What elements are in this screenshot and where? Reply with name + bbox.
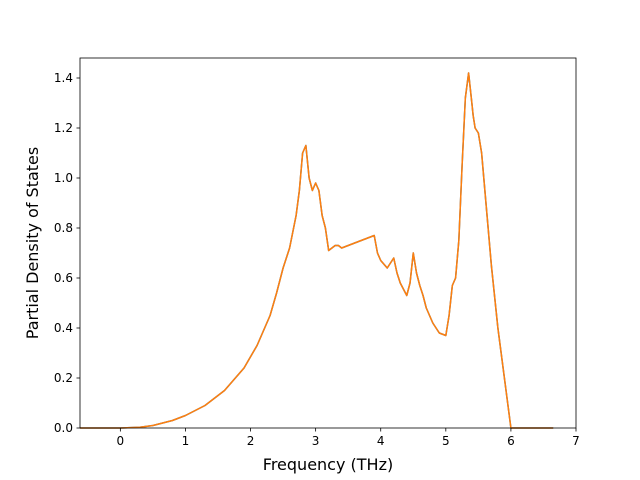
y-tick-label: 1.0 — [54, 171, 73, 185]
y-tick-label: 0.0 — [54, 421, 73, 435]
x-tick-label: 4 — [377, 434, 385, 448]
y-axis-title: Partial Density of States — [23, 147, 42, 339]
x-tick-label: 2 — [247, 434, 255, 448]
series-line-2 — [80, 72, 554, 429]
x-axis-title: Frequency (THz) — [263, 455, 393, 474]
x-tick-label: 7 — [572, 434, 580, 448]
x-tick-label: 5 — [442, 434, 450, 448]
y-tick-label: 1.2 — [54, 121, 73, 135]
plot-area: 0 1 2 3 4 5 6 7 0.0 0.2 0.4 0.6 0.8 1.0 1.2 1.4 — [54, 57, 580, 448]
x-tick-label: 1 — [182, 434, 190, 448]
y-tick-label: 0.8 — [54, 221, 73, 235]
series-lines — [80, 72, 554, 429]
y-tick-label: 0.2 — [54, 371, 73, 385]
y-tick-label: 0.6 — [54, 271, 73, 285]
x-tick-label: 0 — [117, 434, 125, 448]
x-tick-label: 3 — [312, 434, 320, 448]
y-tick-label: 0.4 — [54, 321, 73, 335]
x-tick-label: 6 — [507, 434, 515, 448]
y-tick-label: 1.4 — [54, 71, 73, 85]
y-axis-ticks: 0.0 0.2 0.4 0.6 0.8 1.0 1.2 1.4 — [54, 71, 80, 435]
axes-frame — [79, 57, 577, 429]
x-axis-ticks: 0 1 2 3 4 5 6 7 — [117, 428, 580, 448]
